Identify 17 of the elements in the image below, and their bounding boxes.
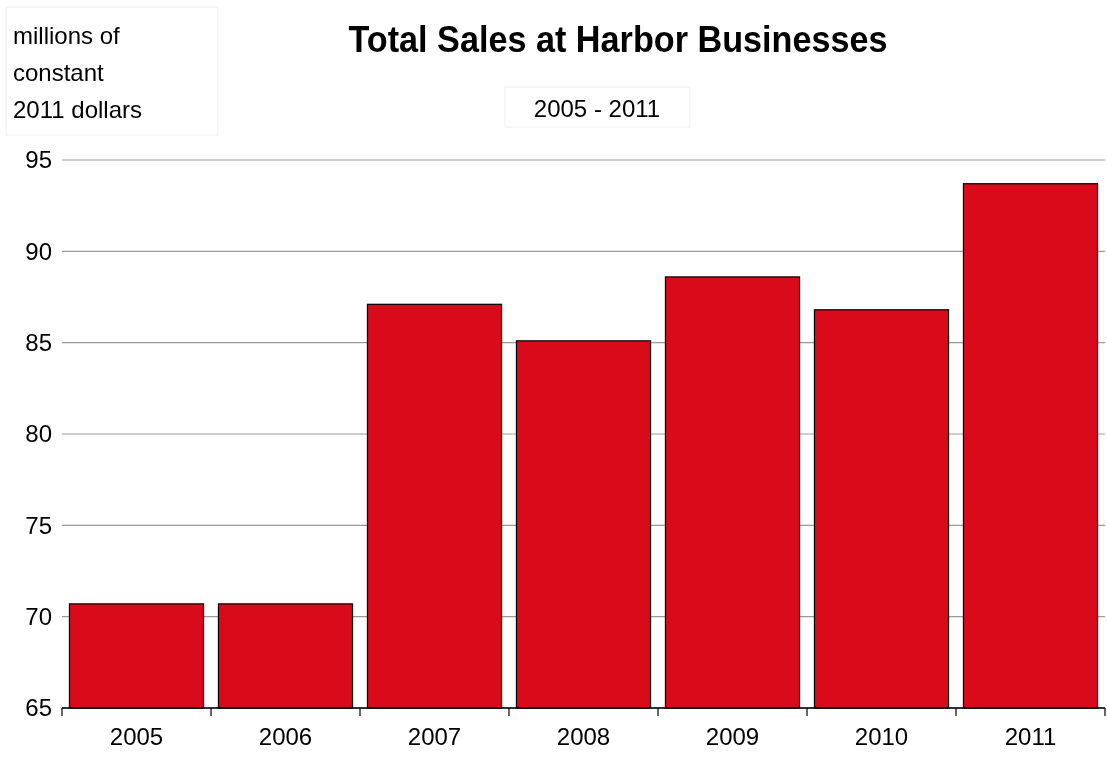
y-tick-label: 85 — [25, 328, 52, 356]
x-tick-label: 2011 — [1004, 723, 1057, 751]
chart-subtitle: 2005 - 2011 — [533, 95, 661, 122]
y-tick-label: 95 — [25, 146, 52, 174]
x-tick-label: 2008 — [556, 723, 611, 751]
y-tick-label: 65 — [25, 694, 52, 722]
x-tick-label: 2007 — [407, 723, 462, 751]
x-tick-label: 2010 — [854, 723, 909, 751]
y-tick-label: 70 — [25, 602, 52, 630]
y-tick-label: 90 — [25, 237, 52, 265]
y-tick-label: 75 — [25, 511, 52, 539]
chart-title: Total Sales at Harbor Businesses — [348, 19, 888, 60]
y-tick-label: 80 — [25, 420, 52, 448]
x-tick-label: 2009 — [705, 723, 760, 751]
x-tick-label: 2005 — [109, 723, 164, 751]
y-axis-title: millions of constant 2011 dollars — [13, 22, 142, 123]
x-tick-label: 2006 — [258, 723, 313, 751]
